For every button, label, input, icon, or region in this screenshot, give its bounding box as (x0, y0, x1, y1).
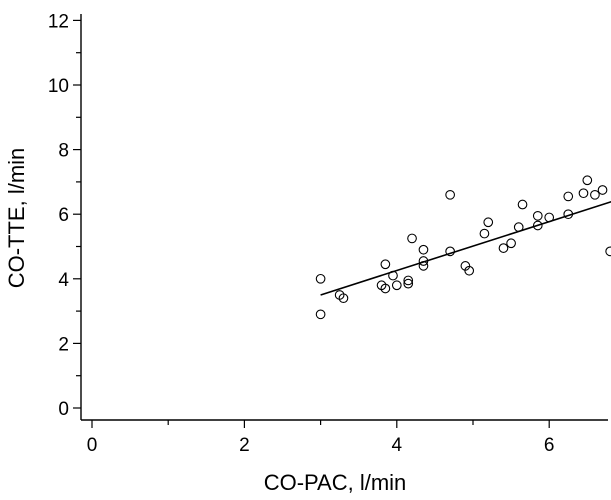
axes (80, 14, 608, 421)
x-tick-label: 0 (87, 435, 98, 456)
data-point (407, 233, 417, 244)
data-point (315, 273, 326, 284)
data-point (532, 210, 543, 221)
y-tick-label: 0 (58, 399, 69, 420)
data-point (498, 243, 509, 253)
data-point (578, 188, 589, 199)
x-tick-label: 2 (239, 435, 250, 456)
x-axis-label: CO-PAC, l/min (264, 470, 407, 495)
data-point (582, 175, 593, 186)
data-point (517, 199, 528, 210)
y-tick-label: 12 (48, 11, 69, 32)
data-point (403, 275, 414, 286)
data-point (380, 259, 391, 270)
data-point (506, 238, 516, 249)
data-point (597, 185, 608, 195)
ticks (73, 19, 550, 428)
data-point (418, 244, 429, 255)
y-axis-label: CO-TTE, l/min (4, 148, 29, 289)
y-tick-label: 10 (48, 76, 69, 97)
x-tick-label: 4 (392, 435, 403, 456)
data-point (532, 220, 543, 231)
data-point (605, 246, 611, 257)
y-tick-label: 6 (58, 205, 69, 226)
data-point (338, 293, 349, 304)
y-tick-label: 4 (58, 270, 69, 291)
x-tick-label: 6 (544, 435, 555, 456)
data-point (483, 217, 494, 228)
data-point (479, 228, 490, 239)
data-point (380, 283, 391, 294)
data-point (445, 189, 455, 200)
y-tick-label: 8 (58, 141, 69, 162)
data-point (391, 280, 402, 291)
data-point (403, 278, 414, 289)
data-point (590, 189, 600, 200)
data-points (315, 175, 611, 320)
tick-labels: 024681012024681012 (48, 11, 555, 456)
data-point (563, 191, 574, 202)
y-tick-label: 2 (58, 334, 69, 355)
regression-line (320, 201, 611, 296)
data-point (464, 265, 475, 276)
data-point (315, 309, 326, 320)
